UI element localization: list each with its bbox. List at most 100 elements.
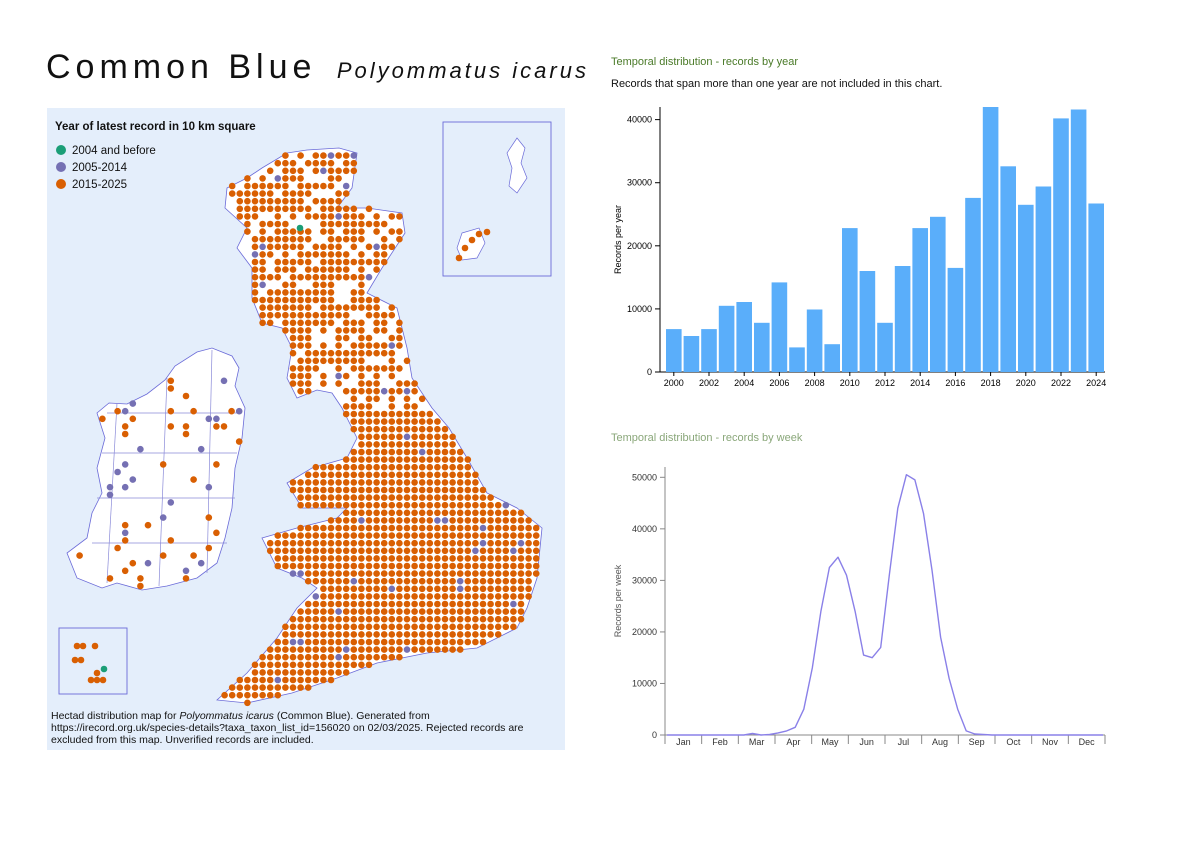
year-x-tick-label-2002: 2002 [699, 378, 719, 388]
record-dot-1104 [304, 615, 312, 623]
record-dot-708 [487, 517, 494, 524]
record-dot-462 [403, 433, 411, 441]
record-dot-1315 [282, 684, 289, 691]
record-dot-1246 [456, 646, 464, 653]
record-dot-1010 [502, 585, 510, 593]
record-dot-861 [335, 555, 342, 562]
record-dot-484 [365, 448, 373, 456]
record-dot-1364 [159, 514, 167, 521]
record-dot-955 [532, 570, 540, 577]
record-dot-634 [487, 494, 494, 501]
record-dot-1095 [472, 608, 479, 615]
record-dot-126 [320, 228, 327, 235]
record-dot-1092 [449, 608, 456, 615]
record-dot-1397 [87, 676, 95, 684]
record-dot-701 [434, 517, 441, 524]
record-dot-1383 [137, 575, 144, 582]
record-dot-1082 [373, 608, 380, 615]
record-dot-271 [365, 304, 373, 311]
record-dot-981 [494, 577, 502, 585]
record-dot-472 [380, 441, 388, 448]
record-dot-903 [388, 562, 396, 570]
record-dot-507 [418, 456, 426, 463]
record-dot-1124 [456, 615, 464, 623]
record-dot-649 [403, 501, 411, 509]
record-dot-1150 [411, 623, 418, 631]
record-dot-92 [274, 213, 282, 220]
record-dot-637 [312, 501, 320, 509]
record-dot-270 [358, 304, 365, 311]
record-dot-113 [342, 220, 350, 228]
record-dot-856 [297, 555, 304, 562]
record-dot-920 [517, 562, 525, 570]
record-dot-876 [449, 555, 456, 562]
record-dot-35 [228, 182, 236, 190]
record-dot-726 [388, 524, 396, 532]
record-dot-554 [449, 471, 456, 479]
record-dot-1288 [297, 669, 304, 676]
record-dot-994 [380, 585, 388, 593]
record-dot-1304 [304, 676, 312, 684]
record-dot-1041 [517, 593, 525, 600]
map-legend: Year of latest record in 10 km square 20… [55, 121, 256, 191]
week-month-label-Dec: Dec [1079, 737, 1096, 747]
record-dot-654 [441, 501, 449, 509]
record-dot-794 [365, 539, 373, 547]
record-dot-1301 [282, 676, 289, 684]
record-dot-150 [259, 243, 266, 251]
record-dot-1084 [388, 608, 396, 615]
map-legend-title: Year of latest record in 10 km square [55, 121, 256, 133]
record-dot-379 [342, 372, 350, 380]
record-dot-793 [358, 539, 365, 547]
record-dot-394 [297, 387, 304, 395]
record-dot-465 [426, 433, 434, 441]
record-dot-629 [449, 494, 456, 501]
record-dot-48 [228, 190, 236, 197]
record-dot-1158 [472, 623, 479, 631]
record-dot-622 [396, 494, 403, 501]
record-dot-1268 [266, 661, 274, 669]
record-dot-1294 [342, 669, 350, 676]
record-dot-298 [327, 319, 335, 327]
year-x-tick-label-2004: 2004 [734, 378, 754, 388]
record-dot-306 [289, 327, 297, 334]
record-dot-1155 [449, 623, 456, 631]
record-dot-316 [396, 327, 403, 334]
record-dot-1149 [403, 623, 411, 631]
record-dot-724 [373, 524, 380, 532]
record-dot-954 [525, 570, 532, 577]
record-dot-1305 [312, 676, 320, 684]
record-dot-33 [327, 175, 335, 182]
record-dot-592 [358, 486, 365, 494]
record-dot-858 [312, 555, 320, 562]
record-dot-275 [266, 311, 274, 319]
record-dot-1338 [235, 407, 243, 415]
record-dot-5 [335, 152, 342, 159]
record-dot-10 [289, 159, 297, 167]
record-dot-450 [403, 425, 411, 433]
record-dot-953 [517, 570, 525, 577]
record-dot-4 [327, 152, 335, 159]
record-dot-362 [289, 365, 297, 372]
record-dot-1108 [335, 615, 342, 623]
record-dot-1193 [274, 638, 282, 646]
record-dot-439 [411, 418, 418, 425]
record-dot-1262 [373, 653, 380, 661]
record-dot-1273 [304, 661, 312, 669]
record-dot-182 [282, 258, 289, 266]
record-dot-773 [479, 532, 487, 539]
record-dot-1382 [106, 575, 114, 582]
record-dot-1239 [403, 646, 411, 653]
record-dot-63 [259, 197, 266, 205]
record-dot-579 [449, 479, 456, 486]
record-dot-1232 [350, 646, 358, 653]
record-dot-335 [380, 342, 388, 349]
record-dot-406 [350, 395, 358, 403]
record-dot-62 [251, 197, 259, 205]
record-dot-578 [441, 479, 449, 486]
record-dot-1265 [396, 653, 403, 661]
record-dot-755 [342, 532, 350, 539]
record-dot-214 [304, 273, 312, 281]
record-dot-481 [449, 441, 456, 448]
record-dot-505 [403, 456, 411, 463]
